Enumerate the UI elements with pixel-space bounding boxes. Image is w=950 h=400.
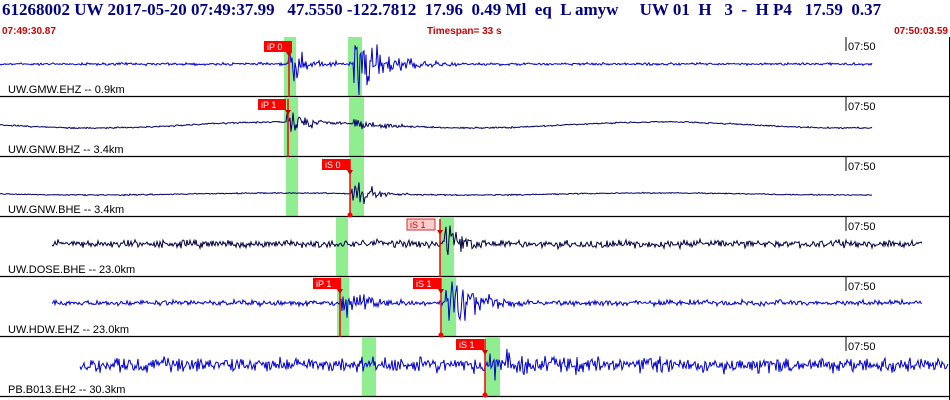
pick-label-box[interactable] [264, 41, 292, 52]
time-window[interactable] [362, 337, 376, 397]
trace-panel[interactable]: iP 1 UW.GNW.BHZ -- 3.4km 07:50 [0, 97, 950, 158]
seismogram-panels[interactable]: iP 0 UW.GMW.EHZ -- 0.9km 07:50 iP 1 UW.GNW.B… [0, 37, 950, 400]
station-label: UW.GMW.EHZ -- 0.9km [8, 84, 125, 96]
pick-label-box[interactable] [258, 99, 286, 110]
timespan-label: Timespan= 33 s [427, 26, 502, 37]
station-label: UW.DOSE.BHE -- 23.0km [8, 264, 135, 276]
pick-label: iS 1 [459, 340, 475, 350]
start-time-label: 07:49:30.87 [2, 26, 56, 37]
time-tick-label: 07:50 [848, 101, 876, 113]
time-tick-label: 07:50 [848, 41, 876, 53]
station-label: UW.GNW.BHZ -- 3.4km [8, 144, 124, 156]
time-window[interactable] [349, 97, 364, 157]
pick-dot [438, 332, 444, 338]
waveform-trace [0, 182, 873, 204]
time-window[interactable] [286, 157, 298, 217]
pick-dot [482, 392, 488, 398]
end-time-label: 07:50:03.59 [894, 26, 948, 37]
time-window[interactable] [485, 337, 500, 397]
station-label: UW.HDW.EHZ -- 23.0km [8, 324, 129, 336]
event-header: 61268002 UW 2017-05-20 07:49:37.99 47.55… [0, 0, 950, 25]
waveform-trace [79, 348, 949, 381]
trace-panel[interactable]: iS 1 PB.B013.EH2 -- 30.3km 07:50 [0, 337, 950, 398]
pick-dot [347, 212, 353, 218]
time-tick-label: 07:50 [848, 161, 876, 173]
time-window[interactable] [350, 157, 364, 217]
pick-marker [482, 350, 488, 355]
time-tick-label: 07:50 [848, 341, 876, 353]
waveform-trace [0, 112, 873, 132]
pick-label: iP 1 [261, 100, 276, 110]
trace-panel[interactable]: iP 0 UW.GMW.EHZ -- 0.9km 07:50 [0, 37, 950, 98]
trace-panel[interactable]: iP 1 iS 1 UW.HDW.EHZ -- 23.0km 07:50 [0, 277, 950, 338]
pick-label-box[interactable] [322, 159, 350, 170]
pick-marker [438, 289, 444, 294]
pick-marker [337, 289, 343, 294]
pick-marker [347, 170, 353, 175]
waveform-trace [51, 225, 923, 256]
pick-marker [437, 230, 443, 235]
time-tick-label: 07:50 [848, 281, 876, 293]
pick-marker [285, 110, 291, 115]
waveform-trace [0, 44, 873, 96]
event-title: 61268002 UW 2017-05-20 07:49:37.99 47.55… [2, 0, 882, 19]
pick-label-box[interactable] [456, 339, 484, 350]
pick-label-box[interactable] [406, 218, 436, 231]
station-label: PB.B013.EH2 -- 30.3km [8, 384, 125, 396]
time-window[interactable] [336, 217, 348, 277]
pick-label: iP 1 [316, 279, 331, 289]
trace-panel[interactable]: iS 1 UW.DOSE.BHE -- 23.0km 07:50 [0, 217, 950, 278]
pick-label-box[interactable] [413, 278, 441, 289]
time-tick-label: 07:50 [848, 221, 876, 233]
pick-label: iP 0 [267, 42, 282, 52]
pick-label: iS 1 [416, 279, 432, 289]
waveform-trace [51, 281, 923, 322]
trace-panel[interactable]: iS 0 UW.GNW.BHE -- 3.4km 07:50 [0, 157, 950, 218]
station-label: UW.GNW.BHE -- 3.4km [8, 204, 124, 216]
pick-marker [286, 52, 292, 57]
pick-label-box[interactable] [313, 278, 341, 289]
pick-label: iS 0 [325, 160, 341, 170]
pick-label: iS 1 [410, 220, 426, 230]
